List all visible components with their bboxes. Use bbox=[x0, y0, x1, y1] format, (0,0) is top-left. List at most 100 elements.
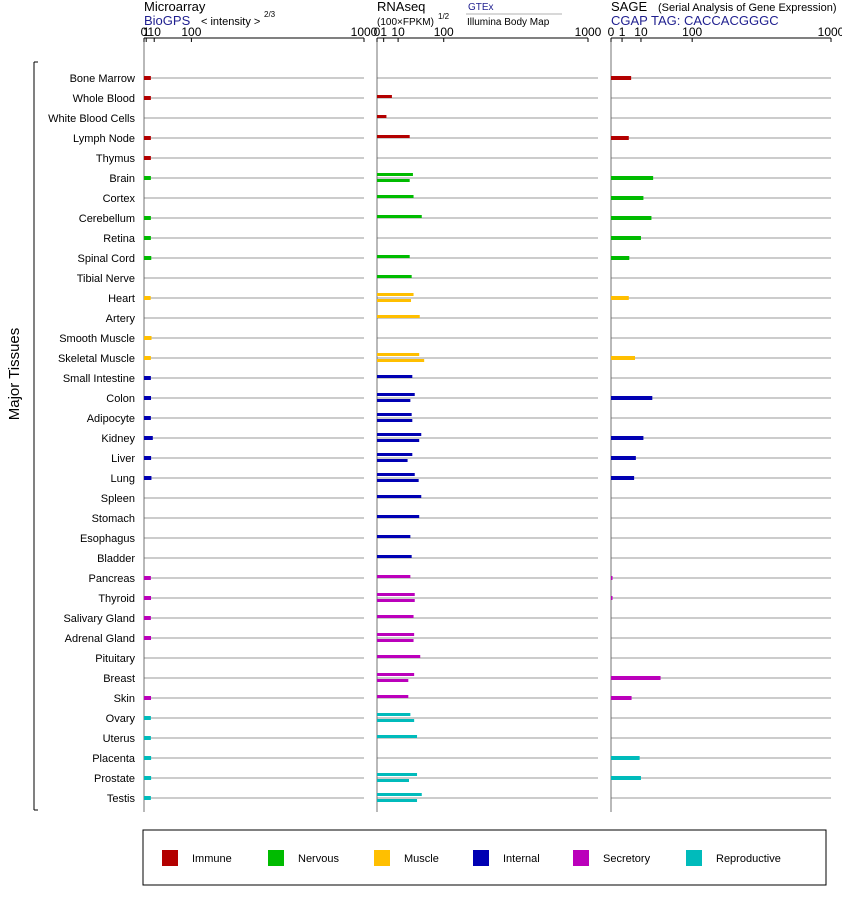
legend-swatch-immune bbox=[162, 850, 178, 866]
sage-bar bbox=[611, 756, 640, 760]
tissue-label: Brain bbox=[109, 173, 135, 185]
legend-label-reproductive: Reproductive bbox=[716, 853, 781, 865]
side-bracket bbox=[33, 61, 38, 811]
sage-bar bbox=[611, 356, 636, 360]
microarray-title: Microarray bbox=[144, 0, 206, 14]
rnaseq-bar bbox=[377, 453, 413, 456]
rnaseq-bar bbox=[377, 179, 410, 182]
legend-label-secretory: Secretory bbox=[603, 853, 651, 865]
legend-label-internal: Internal bbox=[503, 853, 540, 865]
legend: Immune Nervous Muscle Internal Secretory Repr… bbox=[162, 850, 781, 866]
rnaseq-bar bbox=[377, 695, 409, 698]
tissue-label: Spinal Cord bbox=[78, 253, 135, 265]
rnaseq-bar bbox=[377, 215, 422, 218]
sage-bar bbox=[611, 476, 635, 480]
tissue-label: Artery bbox=[106, 313, 136, 325]
sage-bar bbox=[611, 196, 644, 200]
microarray-bar bbox=[144, 156, 151, 160]
tissue-label: Uterus bbox=[103, 733, 136, 745]
tissue-label: Kidney bbox=[101, 433, 135, 445]
tissue-label: Heart bbox=[108, 293, 135, 305]
rnaseq-bar bbox=[377, 535, 411, 538]
rnaseq-bar bbox=[377, 419, 413, 422]
rnaseq-tick-label: 0 bbox=[374, 25, 381, 39]
sage-title: SAGE bbox=[611, 0, 647, 14]
rnaseq-bar bbox=[377, 393, 415, 396]
microarray-bar bbox=[144, 756, 152, 760]
microarray-bar bbox=[144, 456, 152, 460]
tissue-label: Small Intestine bbox=[63, 373, 135, 385]
sage-bar bbox=[611, 676, 661, 680]
microarray-tick-label: 0 bbox=[141, 25, 148, 39]
rnaseq-bar bbox=[377, 655, 421, 658]
tissue-label: Colon bbox=[106, 393, 135, 405]
rnaseq-unit-exponent: 1/2 bbox=[438, 12, 450, 21]
legend-swatch-reproductive bbox=[686, 850, 702, 866]
microarray-tick-label: 100 bbox=[181, 25, 201, 39]
sage-bar bbox=[611, 136, 629, 140]
tissue-label: Cortex bbox=[103, 193, 136, 205]
microarray-unit-label: < intensity > bbox=[201, 16, 260, 28]
sage-bar bbox=[611, 696, 632, 700]
rnaseq-unit-label: (100×FPKM) bbox=[377, 17, 434, 28]
rnaseq-bar bbox=[377, 575, 411, 578]
sage-bar bbox=[611, 256, 630, 260]
sage-bar bbox=[611, 76, 632, 80]
legend-label-muscle: Muscle bbox=[404, 853, 439, 865]
microarray-bar bbox=[144, 396, 152, 400]
rnaseq-tick-label: 1000 bbox=[575, 25, 602, 39]
microarray-tick-label: 1 bbox=[143, 25, 150, 39]
tissue-label: Adrenal Gland bbox=[65, 633, 135, 645]
microarray-bar bbox=[144, 796, 151, 800]
rnaseq-bar bbox=[377, 719, 415, 722]
rnaseq-bar bbox=[377, 793, 422, 796]
rnaseq-bar bbox=[377, 375, 413, 378]
sage-tick-label: 0 bbox=[608, 25, 615, 39]
microarray-bar bbox=[144, 176, 151, 180]
bars-layer bbox=[144, 76, 661, 802]
rnaseq-bar bbox=[377, 599, 415, 602]
microarray-tick-label: 1000 bbox=[351, 25, 378, 39]
rnaseq-bar bbox=[377, 555, 412, 558]
microarray-unit-exponent: 2/3 bbox=[264, 10, 276, 19]
tissue-label: Tibial Nerve bbox=[77, 273, 135, 285]
rnaseq-tick-label: 100 bbox=[434, 25, 454, 39]
rnaseq-bar bbox=[377, 95, 392, 98]
microarray-bar bbox=[144, 336, 152, 340]
legend-swatch-muscle bbox=[374, 850, 390, 866]
microarray-header: Microarray BioGPS < intensity > 2/3 bbox=[144, 0, 276, 28]
tissue-label: Bladder bbox=[97, 553, 135, 565]
side-label: Major Tissues bbox=[6, 328, 23, 421]
rnaseq-bar bbox=[377, 779, 409, 782]
rnaseq-bar bbox=[377, 713, 411, 716]
microarray-bar bbox=[144, 376, 151, 380]
microarray-bar bbox=[144, 436, 153, 440]
rnaseq-bar bbox=[377, 479, 419, 482]
rnaseq-bar bbox=[377, 353, 420, 356]
microarray-bar bbox=[144, 136, 151, 140]
rnaseq-tick-label: 10 bbox=[391, 25, 405, 39]
microarray-bar bbox=[144, 356, 151, 360]
microarray-bar bbox=[144, 576, 151, 580]
microarray-bar bbox=[144, 776, 152, 780]
microarray-bar bbox=[144, 476, 152, 480]
sage-bar bbox=[611, 776, 641, 780]
tissue-label: Bone Marrow bbox=[70, 73, 135, 85]
microarray-bar bbox=[144, 636, 152, 640]
rnaseq-bar bbox=[377, 359, 425, 362]
rnaseq-bar bbox=[377, 615, 414, 618]
microarray-bar bbox=[144, 716, 151, 720]
rnaseq-source-illumina: Illumina Body Map bbox=[467, 17, 550, 28]
tissue-label: Pancreas bbox=[89, 573, 136, 585]
sage-tick-label: 1 bbox=[619, 25, 626, 39]
legend-swatch-nervous bbox=[268, 850, 284, 866]
tissue-label: Salivary Gland bbox=[63, 613, 135, 625]
tissue-label: Pituitary bbox=[95, 653, 135, 665]
rnaseq-header: RNAseq (100×FPKM) 1/2 GTEx Illumina Body… bbox=[377, 0, 562, 28]
rnaseq-bar bbox=[377, 173, 413, 176]
sage-bar bbox=[611, 596, 613, 600]
tissue-label: White Blood Cells bbox=[48, 113, 135, 125]
tissue-label: Testis bbox=[107, 793, 136, 805]
sage-bar bbox=[611, 236, 641, 240]
